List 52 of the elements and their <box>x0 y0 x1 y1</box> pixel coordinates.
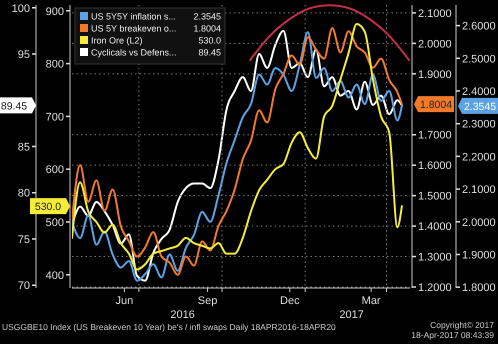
legend-label: Iron Ore (L2) <box>91 36 143 46</box>
y-tick-label: 85 <box>18 142 30 154</box>
y2-tick-label: 2.0000 <box>418 38 452 50</box>
text: 1.8004 <box>193 24 221 34</box>
text: 2017 <box>339 309 364 321</box>
legend-label: US 5Y breakeven o... <box>91 24 176 34</box>
text: 2016 <box>170 309 195 321</box>
y3-tick-label: 2.3000 <box>462 118 496 131</box>
y3-tick-label: 2.6000 <box>462 20 496 33</box>
y2-tick-label: 1.9000 <box>418 68 452 81</box>
legend-label: US 5Y5Y inflation s... <box>91 12 176 22</box>
y2-tick-label: 2.1000 <box>418 8 452 20</box>
y-tick-label: 95 <box>18 49 30 62</box>
y2-tick-label: 1.5000 <box>418 190 452 203</box>
legend-label: Cyclicals vs Defens... <box>91 48 177 58</box>
text: 89.45 <box>198 48 221 58</box>
y-tick-label: 530.0 <box>34 201 62 214</box>
text: 530.0 <box>198 36 221 46</box>
text: 2.3545 <box>193 12 221 22</box>
text: Copyright© 2017 <box>430 320 494 330</box>
y3-tick-label: 2.3545 <box>464 100 496 113</box>
y3-tick-label: 1.9000 <box>462 249 496 262</box>
y-tick-label: 70 <box>18 280 30 292</box>
x-tick-label: Mar <box>362 295 381 307</box>
y3-tick-label: 2.5000 <box>462 53 496 66</box>
y3-tick-label: 2.2000 <box>462 151 496 164</box>
y-tick-label: 900 <box>46 6 64 18</box>
x-tick-label: Dec <box>280 295 300 307</box>
y-tick-label: 800 <box>46 58 64 71</box>
y-tick-label: 500 <box>46 217 64 229</box>
y2-tick-label: 1.6000 <box>418 160 452 172</box>
y3-tick-label: 2.1000 <box>462 184 496 196</box>
x-tick-label: Sep <box>198 295 218 307</box>
y-tick-label: 80 <box>18 188 30 200</box>
line-series <box>249 4 410 62</box>
y2-tick-label: 1.4000 <box>418 221 452 234</box>
y3-tick-label: 2.4000 <box>462 86 496 98</box>
y-tick-label: 600 <box>46 164 64 176</box>
y-tick-label: 100 <box>12 2 30 15</box>
y2-tick-label: 1.3000 <box>418 252 452 264</box>
y2-tick-label: 1.7000 <box>418 130 452 142</box>
y-tick-label: 700 <box>46 111 64 124</box>
y-tick-label: 400 <box>46 270 64 282</box>
y2-tick-label: 1.2000 <box>418 282 452 294</box>
text: 18-Apr-2017 08:43:39 <box>411 330 494 340</box>
y-tick-label: 89.45 <box>0 100 28 112</box>
text: USGGBE10 Index (US Breakeven 10 Year) be's / infl swaps Daily 18APR2016-18APR20 <box>2 322 336 332</box>
y-tick-label: 75 <box>18 234 30 246</box>
y2-tick-label: 1.8004 <box>420 99 452 112</box>
y3-tick-label: 2.0000 <box>462 216 496 229</box>
x-tick-label: Jun <box>116 295 134 307</box>
y3-tick-label: 1.8000 <box>462 282 496 294</box>
